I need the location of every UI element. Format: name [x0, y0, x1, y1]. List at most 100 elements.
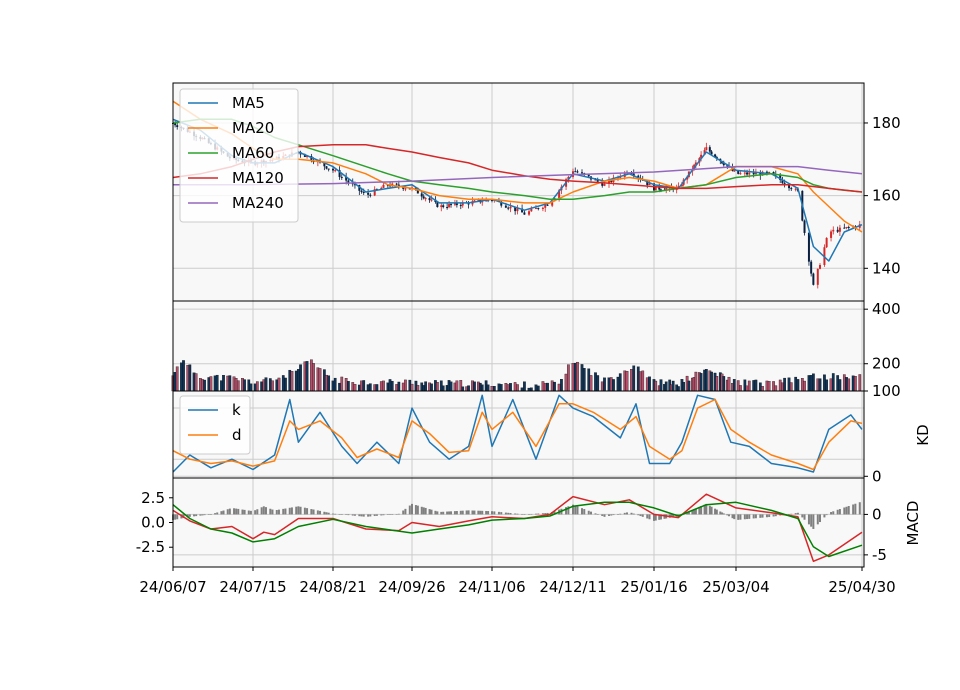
candle-body: [630, 173, 633, 175]
macd-osc-bar: [641, 514, 644, 517]
volume-bar: [499, 384, 503, 392]
macd-osc-bar: [803, 514, 806, 520]
volume-bar: [331, 380, 335, 392]
macd-osc-bar: [705, 503, 708, 515]
volume-bar: [550, 380, 554, 392]
volume-bar: [264, 377, 268, 392]
macd-osc-bar: [201, 514, 204, 516]
volume-bar: [682, 382, 686, 392]
candle-body: [783, 183, 786, 185]
volume-bar: [506, 384, 510, 392]
x-tick-label: 25/01/16: [620, 578, 687, 596]
volume-bar: [587, 368, 591, 392]
volume-bar: [340, 376, 344, 392]
candle-body: [461, 202, 464, 206]
macd-osc-bar: [779, 514, 782, 516]
volume-bar: [739, 385, 742, 392]
macd-osc-bar: [226, 509, 229, 515]
candle-body: [176, 125, 179, 128]
candle-body: [306, 156, 309, 158]
macd-osc-bar: [553, 511, 556, 515]
volume-bar: [299, 364, 302, 392]
volume-bar: [743, 379, 747, 392]
macd-osc-bar: [743, 514, 746, 520]
macd-y-left-tick-label: -2.5: [136, 538, 165, 556]
volume-bar: [704, 369, 708, 392]
candle-body: [677, 186, 680, 188]
candle-body: [619, 176, 622, 178]
volume-bar: [831, 373, 835, 392]
candle-body: [576, 171, 579, 173]
volume-bar: [366, 384, 370, 392]
volume-bar: [228, 375, 232, 392]
volume-bar: [497, 383, 501, 392]
volume-bar: [576, 361, 579, 392]
candle-body: [424, 198, 427, 200]
macd-osc-bar: [497, 511, 500, 515]
macd-osc-bar: [698, 506, 701, 515]
candle-body: [722, 163, 725, 166]
candle-body: [845, 226, 848, 228]
volume-bar: [842, 374, 846, 392]
volume-bar: [732, 379, 736, 392]
macd-osc-bar: [249, 510, 252, 515]
price-panel: 140 160 180 MA5 MA20 MA60 MA120 MA240: [172, 82, 901, 302]
macd-osc-bar: [241, 509, 244, 515]
candle-body: [334, 170, 337, 172]
candle-body: [534, 208, 537, 210]
candle-body: [416, 189, 419, 194]
macd-osc-bar: [603, 514, 606, 517]
date-axis: 24/06/07 24/07/15 24/08/21 24/09/26 24/11/06…: [139, 567, 896, 596]
macd-osc-bar: [639, 514, 642, 517]
macd-osc-bar: [774, 514, 777, 517]
macd-osc-bar: [737, 514, 740, 520]
volume-bar: [277, 377, 281, 392]
macd-osc-bar: [312, 509, 315, 515]
macd-osc-bar: [509, 513, 512, 515]
kd-line-d: [172, 398, 863, 471]
volume-y-tick-label: 200: [872, 355, 901, 373]
macd-osc-bar: [691, 509, 694, 515]
macd-osc-bar: [220, 511, 223, 515]
candle-body: [768, 172, 771, 174]
macd-osc-bar: [748, 514, 751, 519]
kd-axis-label: KD: [914, 424, 932, 445]
macd-osc-bar: [453, 511, 456, 515]
candle-body: [632, 173, 635, 176]
macd-osc-bar: [420, 506, 423, 515]
macd-osc-bar: [306, 508, 309, 515]
macd-osc-bar: [459, 510, 462, 515]
macd-osc-bar: [389, 514, 392, 515]
volume-bar: [727, 376, 731, 392]
macd-osc-bar: [836, 509, 839, 515]
macd-osc-bar: [325, 512, 328, 515]
candle-body: [404, 188, 407, 190]
macd-osc-bar: [247, 510, 250, 515]
macd-osc-bar: [858, 502, 861, 515]
volume-bar: [699, 373, 703, 392]
macd-osc-bar: [299, 506, 302, 515]
macd-osc-bar: [345, 514, 348, 515]
kd-panel: 0 100 KD kd: [172, 382, 932, 485]
macd-osc-bar: [719, 511, 722, 515]
candle-body: [587, 174, 590, 177]
candle-body: [596, 179, 599, 182]
volume-bar: [761, 386, 764, 392]
macd-osc-bar: [430, 509, 433, 515]
volume-bar: [600, 381, 604, 392]
volume-bar: [312, 363, 315, 392]
candle-body: [574, 171, 577, 173]
macd-osc-bar: [581, 508, 583, 515]
candle-body: [504, 205, 507, 208]
kd-y-tick-label: 0: [872, 467, 882, 485]
volume-bar: [854, 376, 857, 392]
macd-osc-bar: [693, 509, 696, 515]
x-tick-label: 24/12/11: [539, 578, 606, 596]
macd-osc-bar: [790, 513, 793, 515]
volume-bar: [382, 380, 385, 392]
macd-osc-bar: [404, 508, 407, 515]
macd-osc-bar: [448, 511, 451, 515]
volume-bar: [182, 360, 185, 392]
candle-body: [637, 175, 640, 178]
